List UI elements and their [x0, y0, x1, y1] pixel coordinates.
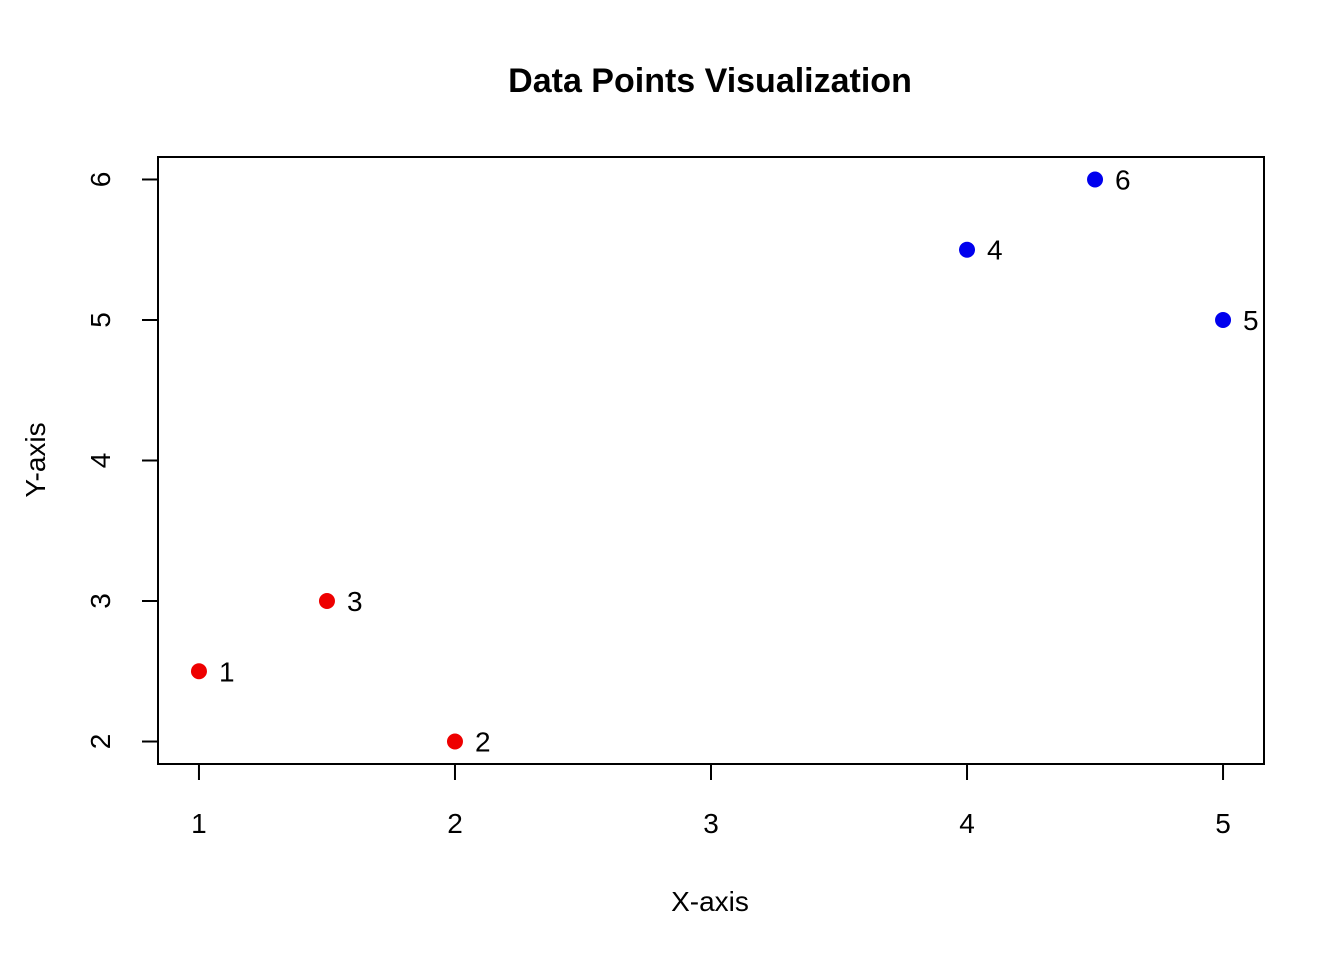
plot-frame	[157, 156, 1265, 765]
data-points: 1 2 3 4 5 6	[190, 164, 1259, 758]
data-point	[1087, 171, 1104, 188]
point-label: 5	[1243, 305, 1259, 336]
data-point	[318, 593, 335, 610]
point-label: 1	[219, 656, 235, 687]
x-tick-label: 1	[191, 808, 207, 839]
chart-title: Data Points Visualization	[508, 62, 912, 100]
x-tick-label: 3	[703, 808, 719, 839]
y-axis-label: Y-axis	[20, 422, 51, 497]
point-label: 4	[987, 235, 1003, 266]
x-tick-label: 4	[959, 808, 975, 839]
y-tick-label: 3	[85, 593, 116, 609]
x-axis-label: X-axis	[671, 886, 749, 917]
data-point	[190, 663, 207, 680]
x-tick-label: 5	[1215, 808, 1231, 839]
y-tick-label: 6	[85, 172, 116, 188]
y-tick-label: 5	[85, 312, 116, 328]
x-axis: 1 2 3 4 5	[191, 764, 1231, 839]
data-point	[1215, 311, 1232, 328]
data-point	[446, 733, 463, 750]
y-tick-label: 4	[85, 453, 116, 469]
y-axis: 2 3 4 5 6	[85, 172, 158, 750]
y-tick-label: 2	[85, 734, 116, 750]
point-label: 2	[475, 727, 491, 758]
point-label: 6	[1115, 164, 1131, 195]
point-label: 3	[347, 586, 363, 617]
x-tick-label: 2	[447, 808, 463, 839]
data-point	[959, 241, 976, 258]
